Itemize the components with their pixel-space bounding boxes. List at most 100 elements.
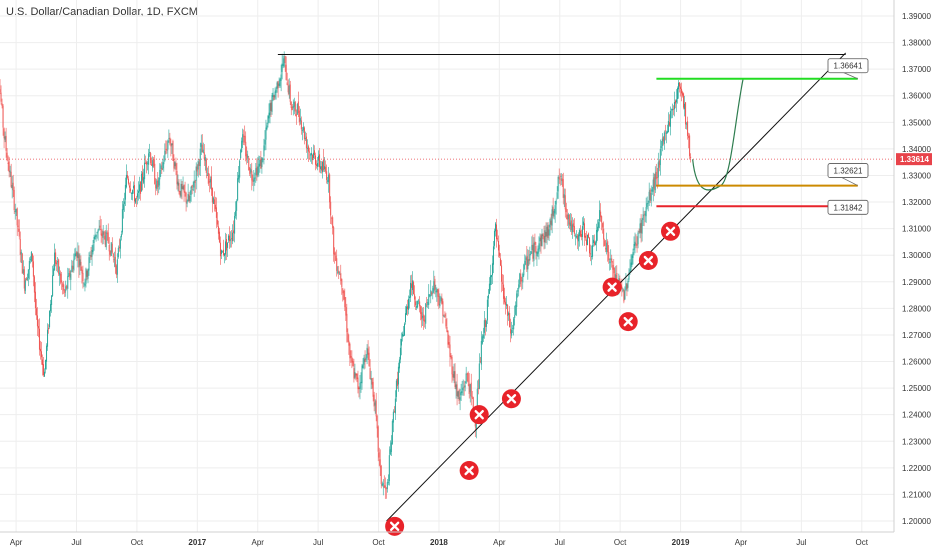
candle-body <box>600 211 602 218</box>
candle-body <box>316 164 318 166</box>
candle-body <box>442 301 444 317</box>
candle-body <box>563 194 565 198</box>
candle-body <box>201 144 203 153</box>
candle-body <box>144 162 146 180</box>
candle-body <box>41 359 43 366</box>
candle-body <box>365 357 367 360</box>
y-tick-label: 1.38000 <box>902 39 931 48</box>
candle-body <box>28 260 30 270</box>
candle-body <box>80 261 82 271</box>
candle-body <box>510 328 512 334</box>
candle-body <box>85 268 87 284</box>
candle-body <box>216 220 218 225</box>
candle-body <box>251 171 253 181</box>
candle-body <box>407 306 409 310</box>
candle-body <box>207 172 209 184</box>
candle-body <box>686 123 688 125</box>
candle-body <box>325 166 327 172</box>
candle-body <box>331 217 333 219</box>
candle-body <box>189 195 191 202</box>
candle-body <box>152 160 154 168</box>
candle-body <box>141 173 143 192</box>
candle-body <box>52 275 54 296</box>
candle-body <box>53 268 55 276</box>
candle-body <box>644 213 646 215</box>
candle-body <box>534 241 536 245</box>
y-tick-label: 1.23000 <box>902 437 931 446</box>
x-marker-stroke <box>474 409 484 420</box>
candle-body <box>281 63 283 72</box>
candle-body <box>129 188 131 192</box>
candle-body <box>266 125 268 130</box>
y-tick-label: 1.32000 <box>902 198 931 207</box>
candle-body <box>538 243 540 250</box>
candle-body <box>640 222 642 233</box>
candle-body <box>46 345 48 362</box>
candle-body <box>450 355 452 358</box>
candle-body <box>302 126 304 131</box>
candle-body <box>71 265 73 272</box>
candle-body <box>543 236 545 243</box>
candle-body <box>226 239 228 251</box>
candle-body <box>35 308 37 316</box>
candle-body <box>139 184 141 192</box>
candle-body <box>356 373 358 379</box>
candle-body <box>86 270 88 277</box>
candle-body <box>682 92 684 96</box>
candle-body <box>191 185 193 188</box>
candle-body <box>494 223 496 232</box>
candle-body <box>101 233 103 237</box>
candle-body <box>433 281 435 291</box>
candle-body <box>637 232 639 245</box>
candle-body <box>62 283 64 287</box>
candle-body <box>254 177 256 179</box>
candle-body <box>394 398 396 414</box>
candle-body <box>520 273 522 282</box>
x-tick-label: 2019 <box>672 538 690 547</box>
candle-body <box>351 357 353 363</box>
candle-body <box>581 226 583 237</box>
candle-body <box>360 381 362 383</box>
candle-body <box>432 288 434 293</box>
candle-body <box>171 143 173 146</box>
candle-body <box>357 377 359 390</box>
candle-body <box>243 135 245 137</box>
candle-body <box>18 228 20 237</box>
candle-body <box>340 273 342 282</box>
x-tick-label: 2018 <box>430 538 448 547</box>
candle-body <box>655 171 657 180</box>
candle-body <box>399 347 401 360</box>
candle-body <box>185 192 187 203</box>
candle-body <box>272 92 274 97</box>
y-tick-label: 1.37000 <box>902 65 931 74</box>
y-tick-label: 1.28000 <box>902 304 931 313</box>
candle-body <box>576 235 578 240</box>
candle-body <box>203 152 205 160</box>
candle-body <box>463 386 465 388</box>
candle-body <box>412 280 414 291</box>
candle-body <box>299 118 301 122</box>
candle-body <box>111 243 113 253</box>
candle-body <box>688 135 690 138</box>
candle-body <box>237 178 239 201</box>
y-tick-label: 1.33000 <box>902 171 931 180</box>
candle-body <box>642 214 644 221</box>
candle-body <box>349 343 351 359</box>
candle-body <box>206 175 208 176</box>
candle-body <box>240 149 242 159</box>
candle-body <box>326 171 328 180</box>
callout-box <box>827 58 869 74</box>
candle-body <box>486 299 488 321</box>
candle-body <box>477 388 479 389</box>
candle-body <box>603 228 605 240</box>
x-marker-icon <box>469 405 489 425</box>
x-tick-label: Jul <box>313 538 323 547</box>
candle-body <box>508 313 510 316</box>
candle-body <box>492 246 494 265</box>
candle-body <box>402 334 404 337</box>
candle-body <box>335 255 337 261</box>
candle-body <box>440 297 442 302</box>
candle-body <box>567 214 569 219</box>
